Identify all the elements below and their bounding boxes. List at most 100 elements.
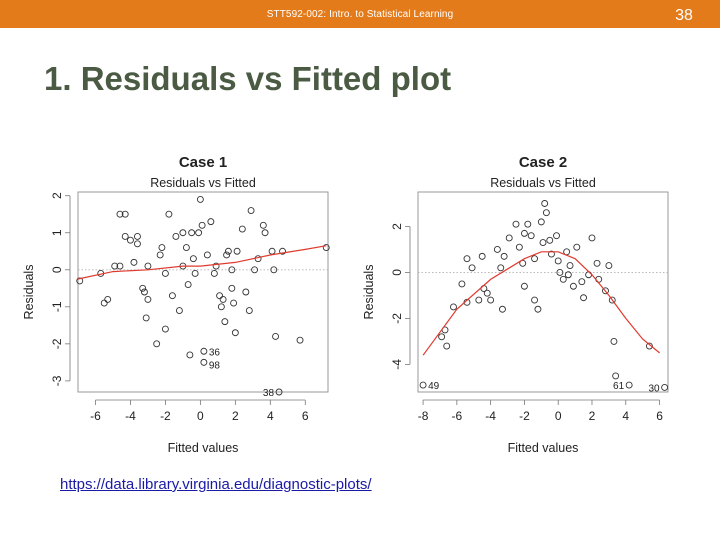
case2-data-point — [588, 234, 596, 242]
case2-data-point — [500, 252, 508, 260]
case1-data-point — [200, 358, 208, 366]
case1-data-point — [161, 325, 169, 333]
case2-y-tick-label: 0 — [390, 269, 404, 276]
case2-x-tick-label: -4 — [485, 409, 496, 423]
case2-data-point — [645, 342, 653, 350]
case2-x-tick-label: -8 — [418, 409, 429, 423]
case2-x-tick-label: 6 — [656, 409, 663, 423]
case2-data-point — [559, 275, 567, 283]
case1-data-point — [231, 329, 239, 337]
case1-y-tick-label: 0 — [50, 266, 64, 273]
case1-x-tick-label: 6 — [302, 409, 309, 423]
case1-y-axis-label: Residuals — [22, 265, 36, 320]
case1-data-point — [279, 247, 286, 255]
case2-data-point — [463, 255, 471, 263]
case2-data-point — [468, 264, 476, 272]
case2-data-point — [515, 243, 523, 251]
case1-data-point — [158, 244, 166, 252]
case2-data-point — [566, 262, 574, 270]
case2-data-point — [569, 282, 577, 290]
case2-y-tick-label: 2 — [390, 223, 404, 230]
case1-outlier-label: 38 — [263, 388, 275, 399]
case2-data-point — [499, 305, 506, 313]
case1-data-point — [296, 336, 304, 344]
case1-data-point — [259, 221, 267, 229]
case1-x-tick-label: -2 — [160, 409, 171, 423]
case1-data-point — [191, 270, 199, 277]
case2-data-point — [419, 381, 427, 389]
case1-outlier-label: 36 — [209, 347, 221, 358]
case1-data-point — [275, 388, 283, 396]
case2-data-point — [541, 200, 549, 207]
case2-data-point — [531, 296, 539, 304]
case1-data-point — [184, 281, 192, 289]
case1-data-point — [228, 266, 236, 274]
case1-data-point — [270, 266, 278, 274]
case2-data-point — [585, 271, 593, 279]
course-title: STT592-002: Intro. to Statistical Learni… — [266, 9, 454, 20]
case1-data-point — [121, 210, 129, 218]
case2-data-point — [612, 372, 620, 380]
case2-data-point — [542, 209, 550, 217]
case1-data-point — [196, 195, 204, 203]
case1-data-point — [172, 232, 180, 240]
case2-data-point — [537, 218, 545, 226]
case2-data-point — [443, 342, 451, 350]
case1-data-point — [242, 288, 250, 296]
case1-data-point — [238, 225, 246, 233]
case1-data-point — [245, 307, 253, 314]
case2-y-axis-label: Residuals — [362, 265, 376, 320]
case1-data-point — [111, 262, 119, 270]
case2-data-point — [497, 264, 505, 272]
case1-data-point — [195, 229, 203, 237]
case1-data-point — [224, 247, 232, 255]
case1-data-point — [76, 277, 84, 285]
case1-y-tick-label: -3 — [50, 375, 64, 386]
case1-x-axis-label: Fitted values — [168, 441, 239, 455]
case1-data-point — [261, 229, 269, 237]
case1-data-point — [116, 210, 124, 218]
case2-data-point — [556, 269, 564, 276]
case2-data-point — [505, 234, 513, 242]
case1-data-point — [126, 236, 134, 244]
case1-data-point — [212, 262, 220, 270]
case2-x-tick-label: 0 — [555, 409, 562, 423]
case1-x-tick-label: 0 — [197, 409, 204, 423]
case2-x-axis-label: Fitted values — [508, 441, 579, 455]
case1-data-point — [156, 251, 164, 259]
case2-data-point — [578, 278, 586, 286]
case1-data-point — [186, 351, 194, 359]
case2-x-tick-label: 2 — [589, 409, 596, 423]
case2-data-point — [610, 337, 618, 345]
case2-plot-frame — [417, 191, 669, 393]
case1-data-point — [182, 244, 190, 252]
case1-data-point — [175, 307, 183, 314]
case1-data-point — [130, 258, 138, 266]
case2-data-point — [458, 280, 466, 288]
case2-data-point — [546, 236, 554, 244]
case2-y-tick-label: -2 — [390, 313, 404, 324]
case1-data-point — [140, 288, 148, 296]
case1-data-point — [198, 221, 206, 229]
case2-data-point — [534, 305, 542, 313]
case1-data-point — [247, 207, 255, 214]
case1-data-point — [133, 232, 141, 240]
case2-data-point — [547, 250, 555, 258]
case1-data-point — [223, 251, 231, 259]
case1-chart-subtitle: Residuals vs Fitted — [150, 176, 256, 190]
case1-data-point — [179, 229, 187, 237]
case1-data-point — [221, 318, 229, 326]
case2-y-tick-label: -4 — [390, 359, 404, 370]
case1-data-point — [233, 247, 241, 255]
case2-data-point — [531, 255, 539, 263]
case2-data-point — [605, 262, 613, 270]
case2-chart-svg: Case 2 Residuals vs Fitted -8 -6 -4 -2 0 2 4 6 -4 -… — [362, 154, 669, 455]
case1-data-point — [144, 262, 152, 270]
case2-data-point — [478, 252, 486, 260]
case1-data-point — [133, 240, 141, 248]
case1-x-tick-label: -6 — [90, 409, 101, 423]
source-link[interactable]: https://data.library.virginia.edu/diagno… — [60, 476, 372, 493]
case1-data-point — [168, 292, 176, 300]
case1-y-tick-label: -1 — [50, 301, 64, 312]
case1-data-point — [165, 210, 173, 218]
